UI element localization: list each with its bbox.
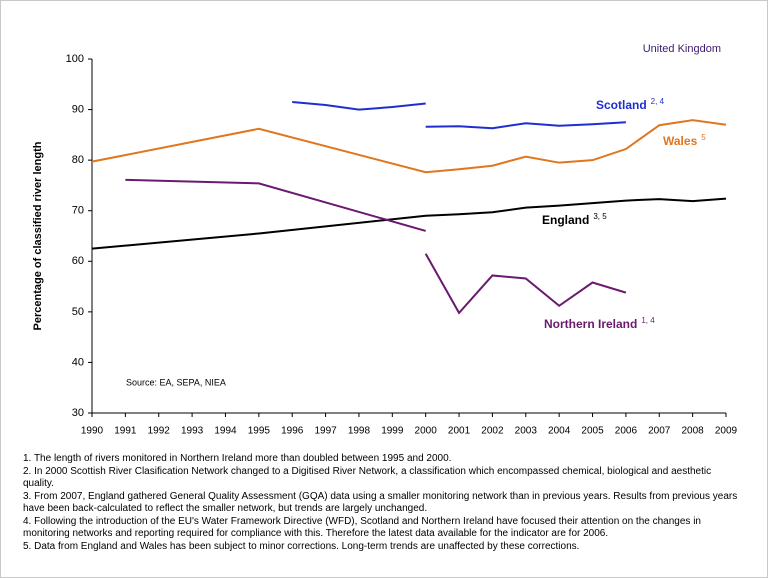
series-name: Wales	[663, 134, 698, 148]
x-tick-label: 2004	[548, 426, 571, 437]
series-label: Scotland 2, 4	[596, 97, 665, 112]
series-note: 5	[701, 133, 706, 142]
y-tick-label: 50	[72, 306, 84, 318]
series-label: Wales 5	[663, 133, 706, 148]
x-tick-label: 2001	[448, 426, 471, 437]
x-tick-label: 1991	[114, 426, 137, 437]
series-note: 1, 4	[641, 316, 655, 325]
x-tick-label: 1990	[81, 426, 104, 437]
chart: United Kingdom Percentage of classified …	[32, 43, 738, 437]
y-axis-title: Percentage of classified river length	[32, 141, 44, 330]
series-name: Northern Ireland	[544, 317, 637, 331]
x-tick-label: 1998	[348, 426, 371, 437]
x-tick-label: 1992	[148, 426, 171, 437]
series-line	[91, 119, 727, 174]
series-line	[292, 100, 426, 111]
y-tick-label: 60	[72, 255, 84, 267]
x-tick-label: 1997	[314, 426, 337, 437]
series-label: England 3, 5	[542, 212, 607, 227]
x-tick-label: 1995	[248, 426, 271, 437]
y-tick-label: 80	[72, 154, 84, 166]
x-tick-label: 2005	[581, 426, 604, 437]
y-tick-label: 30	[72, 407, 84, 419]
series-line	[425, 121, 626, 130]
x-tick-label: 2002	[481, 426, 504, 437]
footnotes: 1. The length of rivers monitored in Nor…	[23, 453, 738, 554]
x-tick-label: 1996	[281, 426, 304, 437]
x-tick-label: 2000	[415, 426, 438, 437]
footnote: 2. In 2000 Scottish River Clasification …	[23, 466, 712, 489]
x-tick-label: 2006	[615, 426, 638, 437]
footnote: 5. Data from England and Wales has been …	[23, 541, 580, 552]
footnote: 1. The length of rivers monitored in Nor…	[23, 453, 452, 464]
x-tick-label: 2003	[515, 426, 538, 437]
footnote: 3. From 2007, England gathered General Q…	[23, 491, 738, 514]
y-tick-label: 40	[72, 356, 84, 368]
x-tick-label: 2007	[648, 426, 671, 437]
y-tick-label: 70	[72, 205, 84, 217]
series-note: 3, 5	[593, 212, 607, 221]
series-line	[424, 253, 627, 315]
series-line	[125, 178, 426, 232]
x-tick-label: 1999	[381, 426, 404, 437]
series-label: Northern Ireland 1, 4	[544, 316, 655, 331]
x-tick-label: 1993	[181, 426, 204, 437]
y-tick-label: 90	[72, 103, 84, 115]
x-tick-label: 1994	[214, 426, 237, 437]
region-label: United Kingdom	[643, 43, 721, 55]
series-name: England	[542, 213, 589, 227]
series-note: 2, 4	[651, 97, 665, 106]
x-tick-label: 2009	[715, 426, 738, 437]
footnote: 4. Following the introduction of the EU'…	[23, 516, 701, 539]
source: Source: EA, SEPA, NIEA	[126, 377, 226, 387]
x-tick-label: 2008	[682, 426, 705, 437]
series-line	[91, 197, 727, 250]
series-name: Scotland	[596, 98, 647, 112]
y-tick-label: 100	[66, 53, 84, 65]
